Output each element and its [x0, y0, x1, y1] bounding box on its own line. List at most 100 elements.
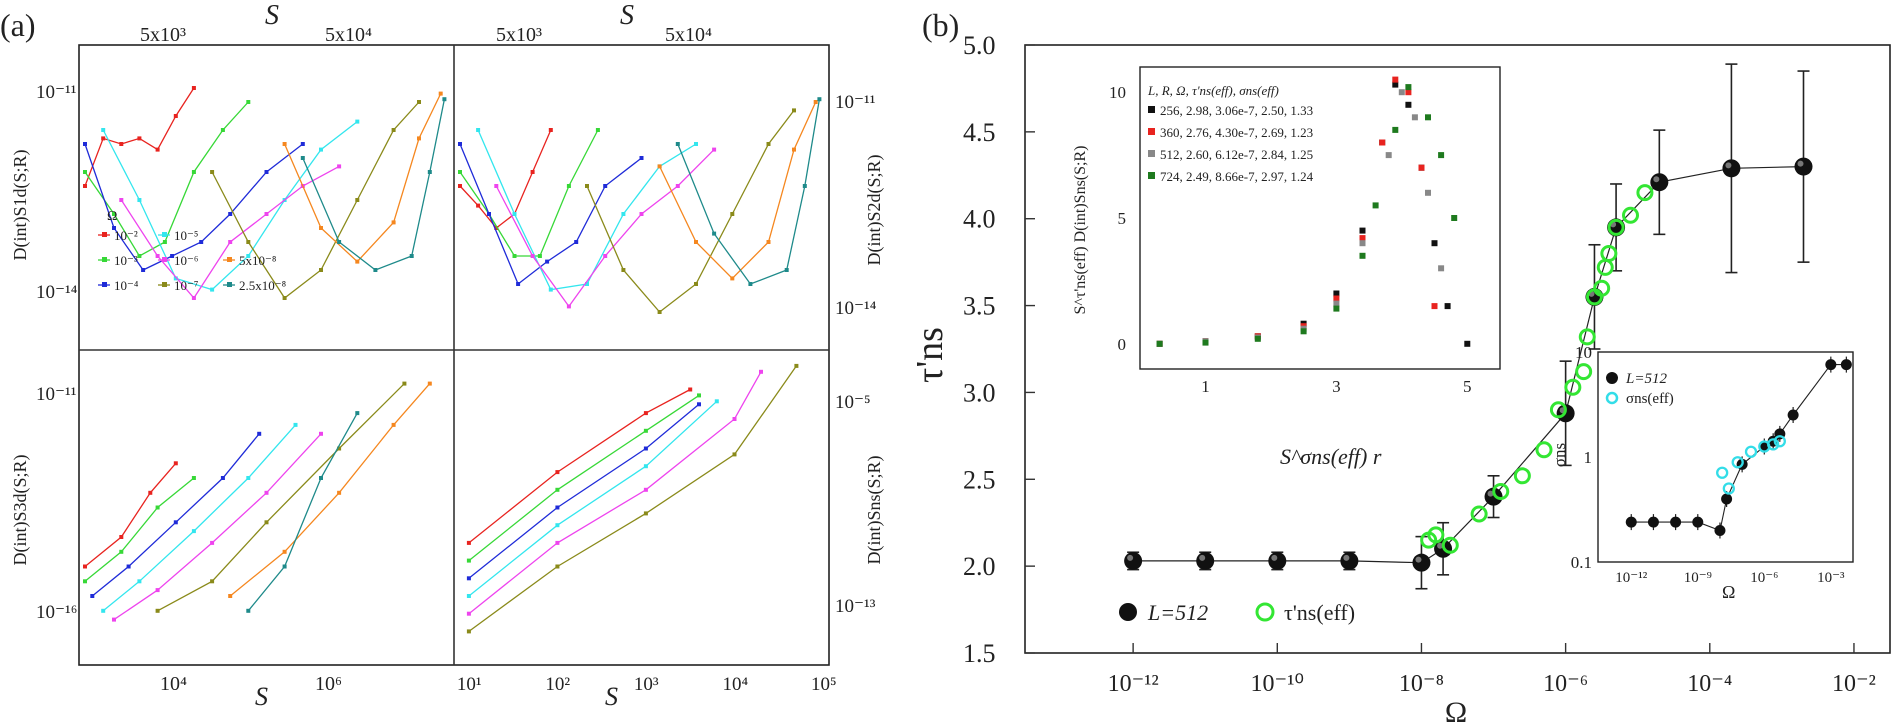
subplot-sns: [466, 363, 799, 634]
series-line-6: [229, 383, 431, 597]
series-point-7-2: [373, 268, 378, 272]
series-point-5-4: [402, 381, 407, 386]
series-point-1-0: [466, 558, 471, 563]
main-x-tick-label-3: 10⁻⁶: [1543, 671, 1588, 697]
series-point-4-1: [530, 254, 535, 258]
x-tick-bl-1e4: 10⁴: [160, 673, 187, 695]
series-line-6: [284, 93, 442, 263]
series-point-4-4: [319, 431, 323, 436]
main-x-tick-label-1: 10⁻¹⁰: [1251, 671, 1304, 697]
series-point-7-5: [442, 97, 447, 102]
series-point-6-1: [694, 240, 698, 244]
inset-sigma-l512-point-4: [1714, 525, 1726, 536]
series-point-7-2: [319, 476, 323, 480]
inset-sigma-l512-point-7: [1758, 441, 1770, 452]
main-y-tick-label-5: 4.0: [963, 205, 996, 234]
inset-collapse-point-2-10: [1438, 265, 1445, 272]
legend-label-0: 10⁻²: [114, 228, 138, 243]
series-point-2-2: [141, 268, 146, 272]
inset-sigma-eff-point-5: [1767, 438, 1780, 451]
series-point-6-2: [730, 276, 735, 281]
inset-collapse-point-2-5: [1359, 240, 1366, 247]
main-l512-highlight-12: [1797, 160, 1804, 167]
series-point-3-2: [548, 287, 553, 292]
main-l512-highlight-3: [1343, 554, 1350, 561]
series-line-6: [659, 101, 817, 280]
series-line-5: [468, 365, 797, 632]
inset-collapse-point-2-4: [1333, 300, 1340, 307]
inset-collapse-point-0-12: [1464, 340, 1471, 347]
inset-collapse-point-3-10: [1438, 152, 1445, 159]
main-l512-highlight-5: [1437, 542, 1444, 549]
inset-sigma-l512-point-2: [1670, 516, 1682, 528]
series-point-2-3: [170, 254, 175, 258]
series-point-5-0: [155, 608, 160, 613]
series-line-3: [468, 400, 718, 597]
main-l512-highlight-4: [1415, 556, 1422, 563]
inset-collapse-point-1-4: [1333, 295, 1340, 302]
inset-sigma-plot: 10 1 0.1 10⁻¹² 10⁻⁹ 10⁻⁶ 10⁻³: [1571, 343, 1852, 586]
inset-collapse-point-0-7: [1392, 81, 1399, 88]
inset-sigma-legend-l512-label: L=512: [1625, 371, 1667, 387]
legend-marker-1: [162, 232, 167, 237]
series-point-0-1: [555, 470, 560, 475]
main-tau-eff-point-1: [1427, 526, 1445, 544]
series-point-6-2: [355, 259, 360, 264]
inset-collapse-legend-row-0: 256, 2.98, 3.06e-7, 2.50, 1.33: [1160, 103, 1313, 118]
top-tick-5e4-right: 5x10⁴: [665, 24, 712, 46]
inset-sigma-l512-point-5: [1721, 493, 1733, 505]
inset-collapse-y-tick-1: 5: [1118, 209, 1127, 228]
series-point-0-1: [101, 136, 106, 141]
series-point-5-3: [732, 452, 737, 457]
series-point-2-4: [574, 240, 579, 244]
series-point-4-0: [494, 184, 499, 188]
series-point-6-2: [337, 490, 342, 495]
inset-collapse-point-0-11: [1444, 303, 1451, 310]
series-point-6-3: [391, 220, 396, 225]
legend-marker-2: [102, 257, 107, 262]
series-point-7-2: [748, 282, 753, 286]
series-point-2-1: [555, 505, 560, 510]
series-point-4-5: [675, 184, 680, 188]
y-tick-br-top: 10⁻⁵: [835, 392, 871, 413]
series-point-5-6: [792, 108, 796, 113]
inset-collapse-point-3-9: [1425, 114, 1431, 121]
series-point-4-4: [264, 212, 269, 216]
inset-sigma-eff-point-6: [1773, 435, 1786, 448]
main-tau-eff-point-6: [1535, 441, 1553, 459]
series-point-2-5: [603, 184, 608, 188]
main-x-tick-label-0: 10⁻¹²: [1108, 671, 1159, 697]
series-point-7-4: [427, 170, 432, 174]
inset-collapse-legend-marker-2: [1148, 150, 1155, 157]
series-point-6-0: [228, 594, 233, 598]
inset-collapse-point-1-10: [1431, 303, 1438, 310]
series-point-4-0: [466, 611, 471, 616]
series-point-4-0: [119, 198, 124, 202]
legend-label-4: 5x10⁻⁸: [239, 253, 277, 268]
series-point-1-4: [191, 170, 196, 174]
inset-sigma-l512-point-3: [1692, 516, 1704, 528]
inset-collapse-point-0-10: [1431, 240, 1438, 247]
series-point-7-3: [409, 254, 414, 258]
series-point-2-2: [516, 282, 521, 286]
series-point-3-4: [293, 422, 298, 427]
series-point-3-2: [643, 464, 648, 469]
series-point-1-0: [83, 579, 87, 584]
series-line-4: [468, 371, 762, 615]
inset-collapse-point-1-9: [1418, 164, 1425, 171]
series-line-3: [102, 121, 358, 291]
series-point-4-2: [210, 540, 215, 545]
series-point-5-1: [555, 564, 560, 569]
series-point-5-1: [621, 268, 626, 272]
legend-marker-3: [162, 257, 167, 262]
inset-sigma-l512-point-11: [1825, 359, 1837, 371]
series-point-5-2: [282, 296, 287, 300]
series-point-5-6: [417, 100, 421, 104]
main-l512-point-1: [1196, 551, 1215, 570]
series-point-3-2: [191, 529, 196, 534]
x-tick-br-3: 10⁴: [723, 674, 749, 695]
series-point-0-0: [458, 184, 462, 188]
series-point-4-2: [643, 487, 648, 492]
main-tau-eff-point-14: [1600, 244, 1618, 262]
main-l512-point-10: [1650, 173, 1669, 192]
